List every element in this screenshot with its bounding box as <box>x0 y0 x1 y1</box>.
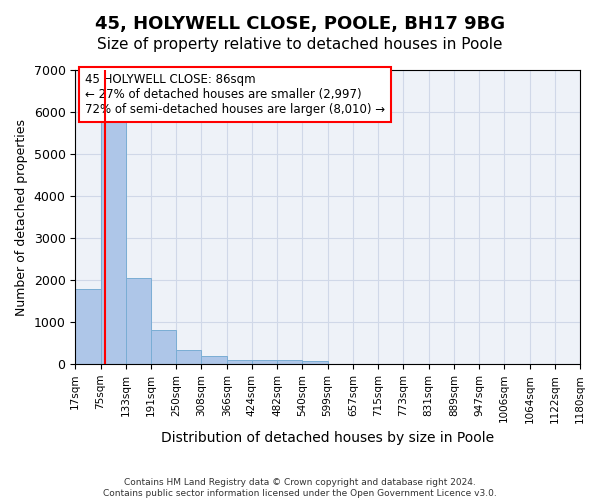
Bar <box>151 330 176 364</box>
Bar <box>126 278 151 364</box>
Bar <box>176 350 202 364</box>
Text: Size of property relative to detached houses in Poole: Size of property relative to detached ho… <box>97 38 503 52</box>
Text: 45, HOLYWELL CLOSE, POOLE, BH17 9BG: 45, HOLYWELL CLOSE, POOLE, BH17 9BG <box>95 15 505 33</box>
Bar <box>101 120 126 364</box>
Bar <box>252 360 277 364</box>
X-axis label: Distribution of detached houses by size in Poole: Distribution of detached houses by size … <box>161 431 494 445</box>
Text: Contains HM Land Registry data © Crown copyright and database right 2024.
Contai: Contains HM Land Registry data © Crown c… <box>103 478 497 498</box>
Bar <box>75 290 101 364</box>
Bar <box>302 362 328 364</box>
Bar <box>227 360 252 364</box>
Y-axis label: Number of detached properties: Number of detached properties <box>15 118 28 316</box>
Bar <box>202 356 227 364</box>
Bar <box>277 360 302 364</box>
Text: 45 HOLYWELL CLOSE: 86sqm
← 27% of detached houses are smaller (2,997)
72% of sem: 45 HOLYWELL CLOSE: 86sqm ← 27% of detach… <box>85 73 385 116</box>
